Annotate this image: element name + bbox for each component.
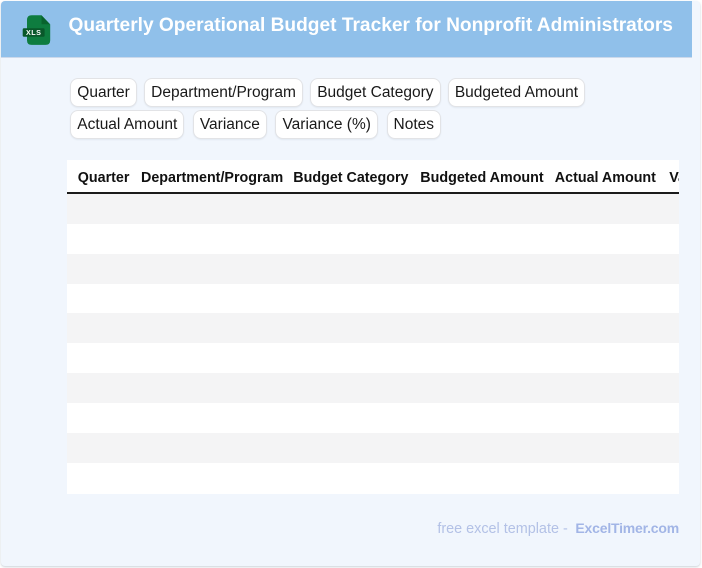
svg-text:XLS: XLS [26, 28, 41, 37]
